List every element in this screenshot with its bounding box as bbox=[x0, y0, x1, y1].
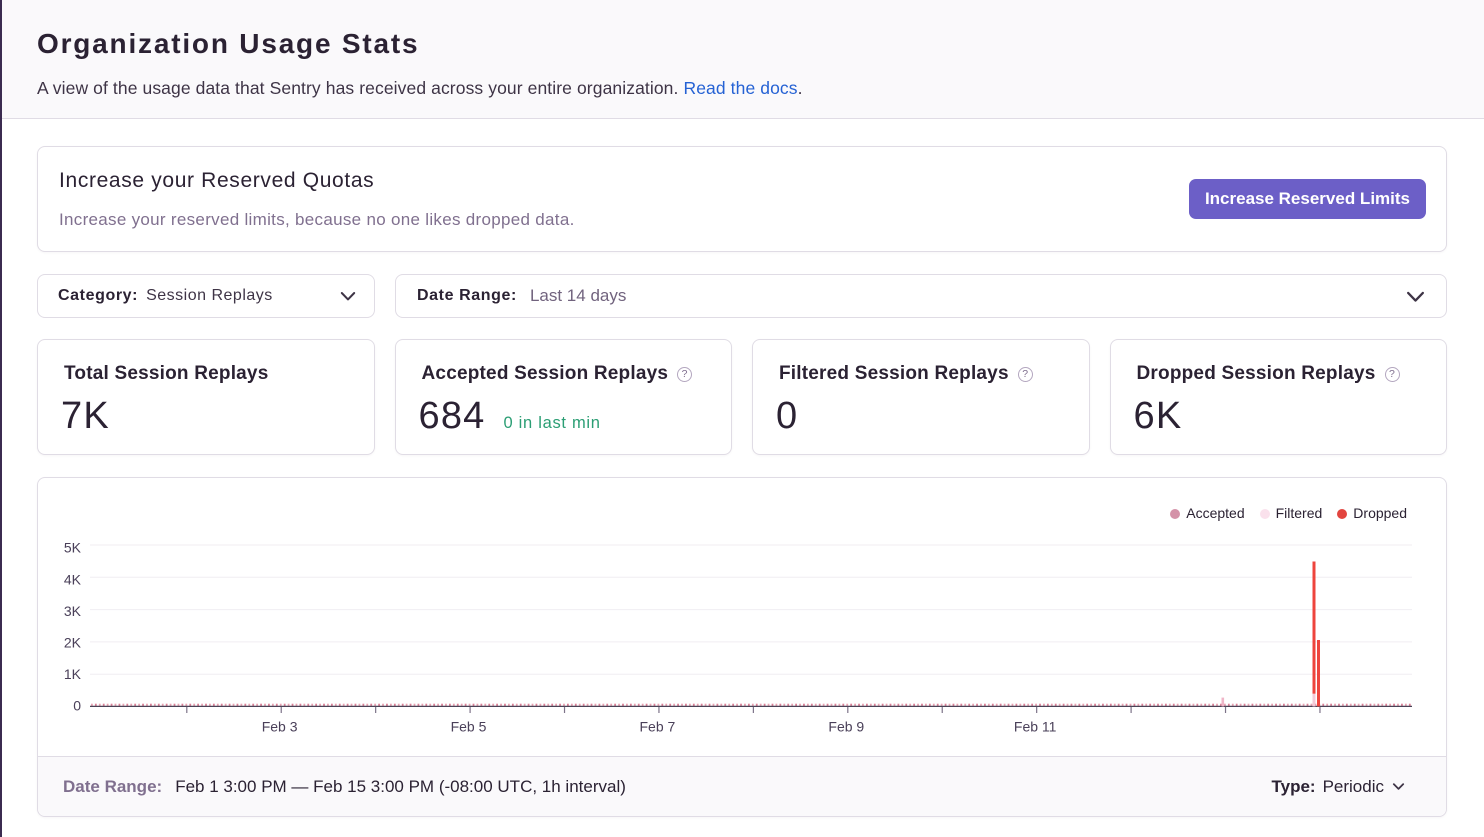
svg-text:Feb 11: Feb 11 bbox=[1014, 719, 1057, 735]
svg-text:4K: 4K bbox=[64, 571, 82, 587]
svg-text:Feb 9: Feb 9 bbox=[828, 719, 864, 735]
svg-text:1K: 1K bbox=[64, 666, 82, 682]
svg-text:0: 0 bbox=[73, 698, 81, 714]
svg-text:Feb 7: Feb 7 bbox=[639, 719, 675, 735]
svg-text:2K: 2K bbox=[64, 635, 82, 651]
svg-text:Feb 3: Feb 3 bbox=[262, 719, 298, 735]
svg-text:3K: 3K bbox=[64, 603, 82, 619]
svg-text:5K: 5K bbox=[64, 540, 82, 556]
svg-text:Feb 5: Feb 5 bbox=[451, 719, 487, 735]
